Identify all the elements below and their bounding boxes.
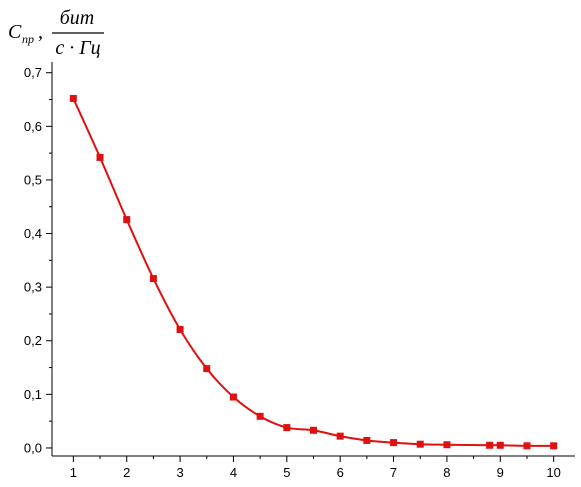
x-tick-label: 5 [283, 465, 290, 480]
series-marker [283, 424, 291, 432]
series-marker [496, 441, 504, 449]
series-marker [443, 441, 451, 449]
series-line-layer [72, 98, 554, 447]
y-tick-label: 0,5 [24, 172, 42, 187]
y-axis-label-denominator: с · Гц [55, 37, 100, 59]
x-tick-label: 4 [230, 465, 237, 480]
y-tick-label: 0,0 [24, 440, 42, 455]
series-line [72, 98, 554, 447]
y-axis-label-separator: , [38, 21, 43, 43]
series-marker [203, 365, 211, 373]
series-marker [123, 216, 131, 224]
y-axis-label-subscript: пр [22, 32, 34, 46]
series-marker [390, 439, 398, 447]
x-tick-label: 2 [123, 465, 130, 480]
y-axis-label-numerator: бит [60, 7, 95, 29]
x-tick-label: 3 [176, 465, 183, 480]
x-tick-label: 8 [443, 465, 450, 480]
series-marker [363, 436, 371, 444]
y-tick-label: 0,7 [24, 65, 42, 80]
series-marker [336, 432, 344, 440]
series-marker [256, 412, 264, 420]
x-tick-label: 10 [546, 465, 560, 480]
series-marker [416, 440, 424, 448]
series-marker-layer [69, 94, 558, 450]
series-marker [96, 153, 104, 161]
series-marker [149, 275, 157, 283]
ticks: 1 2 3 4 5 6 7 8 9 10 0,0 0,1 0,2 0,3 0,4 0,5 0,6 0,7 [24, 65, 561, 480]
y-tick-label: 0,2 [24, 333, 42, 348]
y-tick-label: 0,1 [24, 387, 42, 402]
y-axis-label: C пр , бит с · Гц [8, 7, 104, 59]
series-marker [523, 442, 531, 450]
x-tick-label: 1 [70, 465, 77, 480]
x-tick-label: 6 [337, 465, 344, 480]
series-marker [550, 442, 558, 450]
series-marker [310, 426, 317, 434]
x-tick-label: 9 [497, 465, 504, 480]
x-tick-label: 7 [390, 465, 397, 480]
y-tick-label: 0,4 [24, 226, 42, 241]
series-marker [486, 441, 494, 449]
axes [51, 62, 575, 457]
series-marker [69, 94, 77, 102]
series-marker [229, 393, 237, 401]
y-tick-label: 0,6 [24, 119, 42, 134]
y-axis-label-symbol: C [8, 21, 22, 43]
y-tick-label: 0,3 [24, 280, 42, 295]
series-marker [176, 325, 184, 333]
